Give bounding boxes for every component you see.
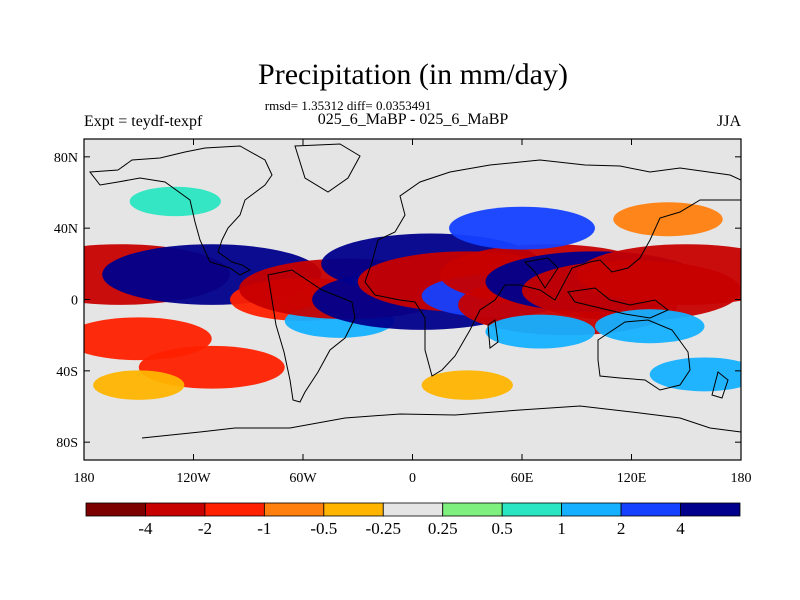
y-tick-label: 0 xyxy=(71,294,78,309)
precip-anomaly-15 xyxy=(576,244,741,305)
y-tick-label: 40S xyxy=(56,365,78,380)
precipitation-field-layer xyxy=(84,186,741,400)
colorbar-swatch-8 xyxy=(561,502,622,517)
colorbar-label: -0.25 xyxy=(366,519,401,538)
colorbar-swatch-3 xyxy=(263,502,325,517)
coastline-north-america xyxy=(89,145,273,276)
chart-subtitle: 025_6_MaBP - 025_6_MaBP xyxy=(318,111,509,128)
coastline-australia xyxy=(597,319,691,391)
y-tick-label: 40N xyxy=(54,222,78,237)
colorbar-label: -0.5 xyxy=(310,519,337,538)
colorbar-swatch-5 xyxy=(382,502,444,517)
precip-anomaly-23 xyxy=(649,357,741,392)
precip-anomaly-21 xyxy=(93,370,185,400)
coastline-new-zealand xyxy=(711,371,729,399)
axis-layer: 180 120W 60W 0 60E 120E 180 80N 40N 0 40S 80S xyxy=(54,139,752,486)
colorbar-swatch-1 xyxy=(145,502,206,517)
coastline-greenland xyxy=(294,143,361,193)
coastline-antarctica xyxy=(141,405,741,439)
colorbar-swatch-2 xyxy=(204,502,265,517)
colorbar-label: -2 xyxy=(198,519,212,538)
x-tick-label: 120E xyxy=(617,471,647,486)
precip-anomaly-20 xyxy=(129,186,221,217)
precip-anomaly-22 xyxy=(421,370,513,400)
coastline-madagascar xyxy=(487,319,499,349)
colorbar-label: 0.25 xyxy=(428,519,458,538)
coastline-india xyxy=(523,257,559,289)
colorbar-label: 4 xyxy=(676,519,685,538)
coastline-eurasia-africa xyxy=(364,159,741,377)
colorbar-label: -1 xyxy=(257,519,271,538)
colorbar-swatch-6 xyxy=(442,502,503,517)
season-label: JJA xyxy=(717,113,741,130)
x-tick-label: 180 xyxy=(74,471,95,486)
coastline-south-america xyxy=(267,269,356,403)
colorbar-label: 0.5 xyxy=(492,519,513,538)
precip-anomaly-16 xyxy=(595,309,705,344)
colorbar-swatch-10 xyxy=(680,502,741,517)
coastline-layer xyxy=(89,143,741,439)
chart-title: Precipitation (in mm/day) xyxy=(258,58,568,91)
colorbar-label: -4 xyxy=(138,519,153,538)
precip-anomaly-18 xyxy=(449,206,595,250)
colorbar-swatch-9 xyxy=(620,502,681,517)
y-tick-label: 80S xyxy=(56,436,78,451)
precip-anomaly-17 xyxy=(485,314,595,349)
y-tick-label: 80N xyxy=(54,151,78,166)
colorbar-label: 2 xyxy=(617,519,626,538)
x-tick-label: 180 xyxy=(731,471,752,486)
colorbar-swatch-0 xyxy=(85,502,146,517)
colorbar-swatch-7 xyxy=(501,502,563,517)
experiment-label: Expt = teydf-texpf xyxy=(84,113,203,130)
x-tick-label: 60W xyxy=(289,471,317,486)
colorbar-label: 1 xyxy=(557,519,566,538)
precip-anomaly-19 xyxy=(613,202,723,237)
x-tick-label: 120W xyxy=(176,471,211,486)
x-tick-label: 60E xyxy=(511,471,534,486)
colorbar-swatch-4 xyxy=(323,502,384,517)
x-tick-label: 0 xyxy=(409,471,416,486)
coastline-maritime-continent xyxy=(567,287,669,319)
stats-line: rmsd= 1.35312 diff= 0.0353491 xyxy=(265,98,431,113)
colorbar: -4 -2 -1 -0.5 -0.25 0.25 0.5 1 2 4 xyxy=(85,502,741,538)
